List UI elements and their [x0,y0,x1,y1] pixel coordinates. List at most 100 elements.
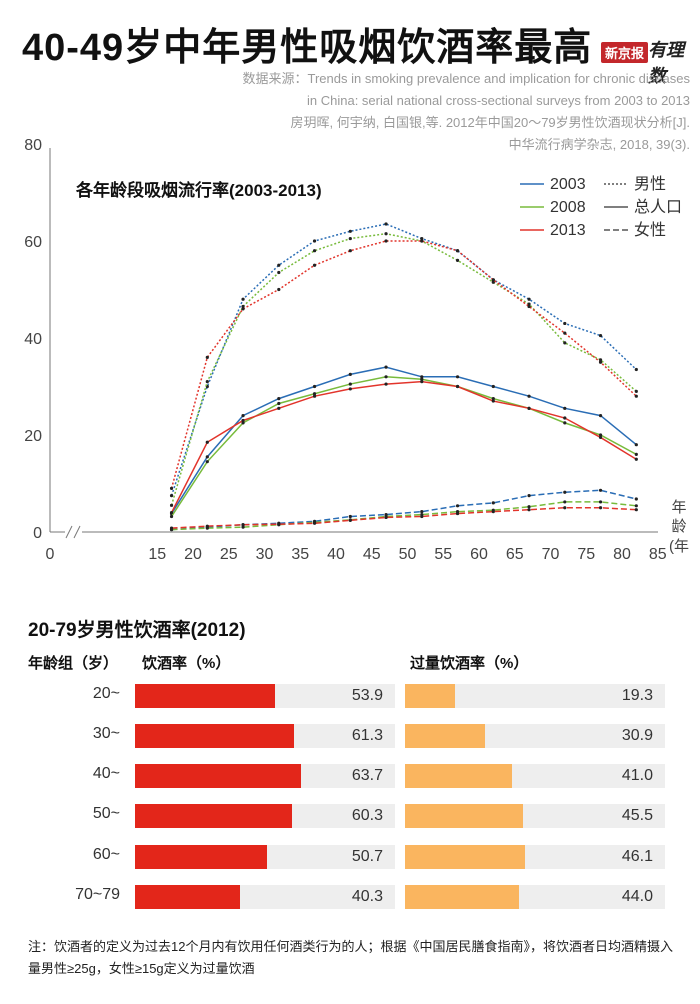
data-point [277,522,281,526]
data-point [420,510,424,514]
data-point [527,508,531,512]
data-point [634,367,638,372]
data-point [634,457,638,461]
bar-row: 70~79 40.3 44.0 [0,885,700,909]
data-point [634,504,638,508]
data-point [348,387,352,391]
heavy-drink-bar [405,684,456,708]
x-tick-label: 70 [542,546,560,563]
data-point [491,280,495,284]
legend-label: 2013 [550,222,586,239]
smoking-line-chart: 0 20 40 60 80 0 15 20 25 30 35 40 45 50 55 60 65 70 75 80 85… [24,137,689,563]
heavy-drink-track: 19.3 [405,684,665,708]
heavy-drink-bar [405,885,520,909]
drink-rate-value: 63.7 [351,767,383,784]
data-point [563,341,567,345]
heavy-drink-bar [405,804,524,828]
y-tick-label: 80 [24,137,42,154]
data-point [169,494,174,498]
data-point [563,331,567,335]
age-group-label: 70~79 [75,886,120,903]
x-tick-label: 25 [220,546,238,563]
data-point [384,382,388,386]
drink-rate-track: 60.3 [135,804,395,828]
x-tick-label: 20 [184,546,202,563]
age-group-label: 60~ [92,846,120,863]
heavy-drink-value: 44.0 [621,888,653,905]
data-point [348,249,352,253]
data-point [312,239,317,243]
data-point [527,304,531,309]
data-point [348,229,352,233]
axis-break-mark [65,525,73,539]
data-point [527,505,531,509]
age-group-label: 40~ [92,765,120,782]
data-point [598,433,603,437]
y-tick-label: 0 [33,525,42,542]
age-group-label: 20~ [92,685,120,702]
drink-rate-value: 50.7 [351,848,383,865]
age-group-label: 50~ [92,805,120,822]
source-citation: 数据来源：Trends in smoking prevalence and im… [130,68,691,156]
heavy-drink-track: 44.0 [405,885,665,909]
bar-chart-title: 20-79岁男性饮酒率(2012) [28,620,246,641]
age-group-header: 年龄组（岁） [28,655,119,672]
x-axis-label: (年 [669,538,689,555]
data-point [241,414,245,418]
data-point [205,455,209,459]
data-point [277,287,281,292]
series-line [170,380,637,513]
heavy-drink-value: 19.3 [621,687,653,704]
data-point [420,377,424,381]
data-point [527,394,531,398]
data-point [348,236,352,241]
data-point [491,278,495,282]
series-line [170,223,637,496]
data-point [384,515,388,520]
series-line [170,366,637,514]
data-point [205,355,209,359]
drink-rate-bar [135,724,295,748]
bar-row: 60~ 50.7 46.1 [0,845,700,869]
data-point [277,270,281,275]
data-point [241,418,245,423]
data-point [420,375,424,379]
data-point [527,494,531,498]
data-point [241,523,245,527]
data-point [348,372,352,376]
data-point [598,488,603,492]
footnote: 注：饮酒者的定义为过去12个月内有饮用任何酒类行为的人；根据《中国居民膳食指南》… [28,939,673,976]
x-tick-label: 55 [434,546,452,563]
x-tick-label: 35 [291,546,309,563]
data-point [205,460,209,464]
data-point [277,263,281,267]
data-point [348,514,352,519]
data-point [384,222,388,226]
x-axis-label: 年 [671,499,686,516]
drink-rate-bar [135,845,267,869]
data-point [384,365,388,369]
drink-rate-bar [135,804,292,828]
data-point [455,504,460,508]
data-point [491,510,495,514]
drink-rate-value: 61.3 [351,727,383,744]
data-point [634,394,638,398]
heavy-drink-bar [405,845,525,869]
series-line [170,240,637,489]
data-point [241,307,245,311]
data-point [312,394,317,398]
heavy-drink-header: 过量饮酒率（%） [410,655,529,672]
drink-rate-value: 40.3 [351,888,383,905]
data-point [348,518,352,522]
data-point [169,514,174,519]
series-line [170,376,637,517]
drink-rate-track: 61.3 [135,724,395,748]
drink-rate-track: 40.3 [135,885,395,909]
data-point [563,421,567,425]
drink-rate-bar [135,684,276,708]
series-line [171,501,637,531]
data-point [277,397,281,401]
series-line [171,489,637,531]
bar-row: 20~ 53.9 19.3 [0,684,700,708]
data-point [527,302,531,306]
